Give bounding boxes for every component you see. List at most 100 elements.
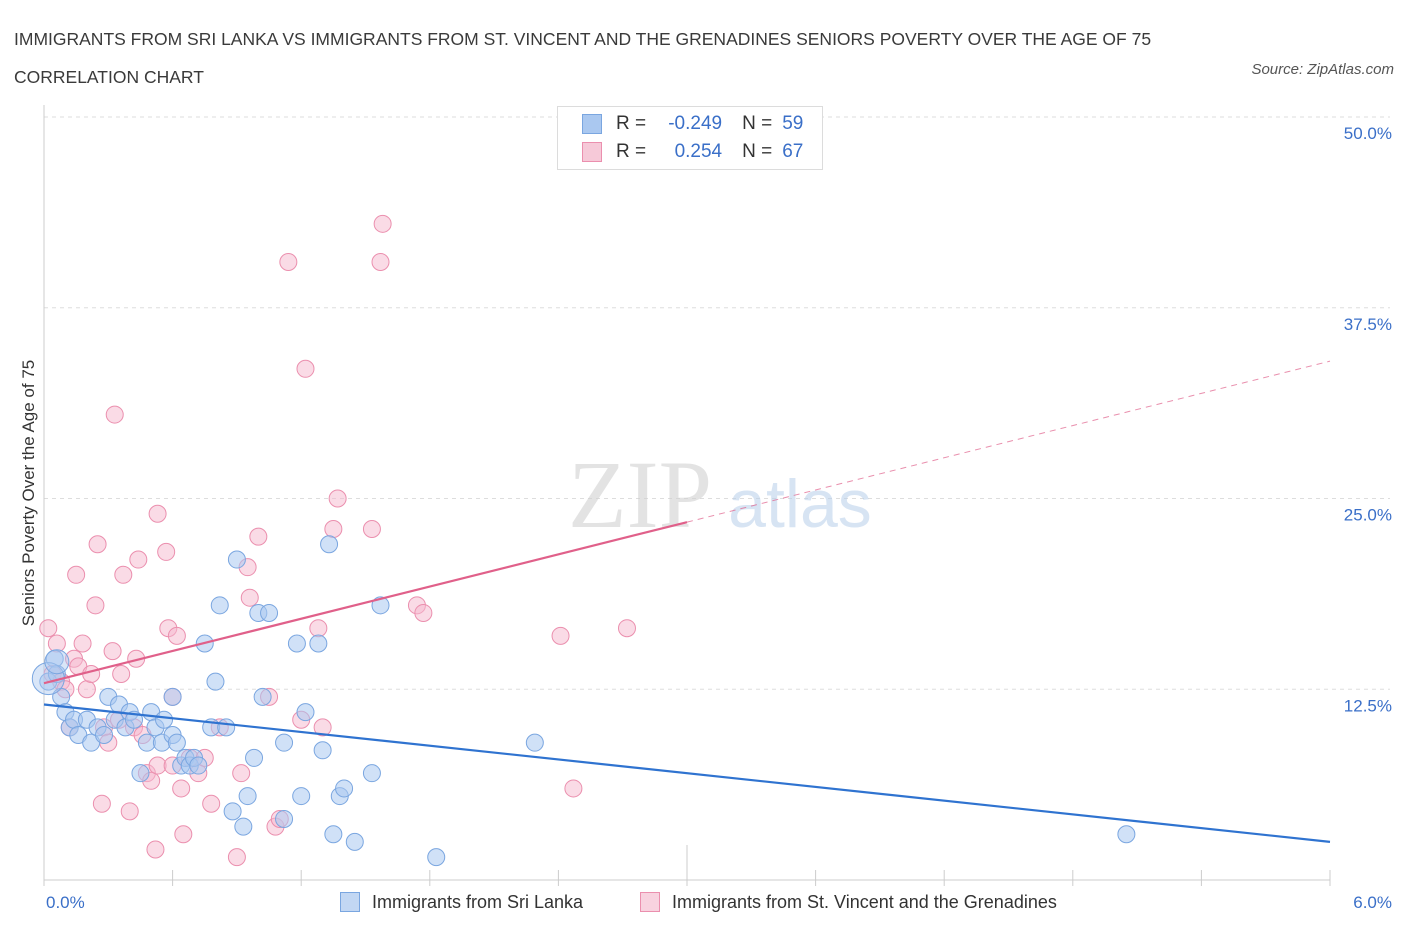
data-point-sri-lanka [245, 748, 264, 767]
data-point-st-vincent [279, 252, 298, 271]
data-point-sri-lanka [260, 603, 279, 622]
data-point-sri-lanka [227, 550, 246, 569]
data-point-st-vincent [564, 779, 583, 798]
trend-line-st-vincent [43, 521, 688, 685]
legend-row-st-vincent: R = 0.254 N = 67 [582, 139, 803, 165]
data-point-sri-lanka [155, 710, 174, 729]
bottom-legend-swatch-pink [640, 892, 660, 912]
data-point-st-vincent [77, 680, 96, 699]
watermark-atlas: atlas [728, 466, 872, 542]
data-point-st-vincent [112, 664, 131, 683]
data-point-sri-lanka [223, 802, 242, 821]
data-point-sri-lanka [217, 718, 236, 737]
legend-n-value: 67 [782, 141, 804, 162]
legend-r-value: -0.249 [668, 113, 723, 134]
data-point-st-vincent [373, 214, 392, 233]
data-point-sri-lanka [525, 733, 544, 752]
data-point-sri-lanka [309, 634, 328, 653]
data-point-st-vincent [551, 626, 570, 645]
data-point-st-vincent [92, 794, 111, 813]
trend-line-st-vincent-extension [686, 360, 1331, 523]
data-point-st-vincent [88, 535, 107, 554]
trend-line-sri-lanka [43, 703, 1331, 843]
data-point-st-vincent [249, 527, 268, 546]
y-tick-label: 37.5% [1344, 315, 1392, 334]
data-point-st-vincent [313, 718, 332, 737]
data-point-st-vincent [114, 565, 133, 584]
data-point-st-vincent [82, 664, 101, 683]
data-point-st-vincent [617, 619, 636, 638]
data-point-st-vincent [157, 542, 176, 561]
pink-series-points [39, 214, 636, 867]
data-point-st-vincent [232, 764, 251, 783]
data-point-sri-lanka [427, 848, 446, 867]
axes [43, 105, 1331, 886]
data-point-sri-lanka [206, 672, 225, 691]
data-point-sri-lanka [210, 596, 229, 615]
data-point-sri-lanka-cluster [44, 649, 70, 675]
data-point-sri-lanka [362, 764, 381, 783]
legend-swatch-blue [582, 114, 602, 134]
blue-series-points [31, 535, 1136, 867]
data-point-st-vincent [39, 619, 58, 638]
tick-labels: 12.5% 25.0% 37.5% 50.0% 0.0% 6.0% [46, 124, 1392, 912]
bottom-legend-label: Immigrants from St. Vincent and the Gren… [672, 891, 1057, 912]
data-point-sri-lanka [95, 726, 114, 745]
legend-row-sri-lanka: R = -0.249 N = 59 [582, 111, 803, 137]
data-point-st-vincent [103, 642, 122, 661]
data-point-st-vincent [328, 489, 347, 508]
data-point-sri-lanka [275, 733, 294, 752]
data-point-st-vincent [167, 626, 186, 645]
data-point-sri-lanka [345, 832, 364, 851]
data-point-st-vincent [120, 802, 139, 821]
data-point-sri-lanka [238, 787, 257, 806]
x-tick-label: 0.0% [46, 893, 85, 912]
data-point-sri-lanka [253, 687, 272, 706]
watermark: ZIP atlas [568, 441, 872, 548]
data-point-st-vincent [129, 550, 148, 569]
legend-n-label: N = [742, 141, 773, 162]
data-point-sri-lanka [313, 741, 332, 760]
chart-title: IMMIGRANTS FROM SRI LANKA VS IMMIGRANTS … [14, 29, 1152, 87]
y-axis-label: Seniors Poverty Over the Age of 75 [19, 360, 38, 626]
legend-r-label: R = [616, 141, 647, 162]
data-point-sri-lanka [131, 764, 150, 783]
data-point-st-vincent [105, 405, 124, 424]
data-point-st-vincent [146, 840, 165, 859]
data-point-sri-lanka [292, 787, 311, 806]
data-point-st-vincent [73, 634, 92, 653]
data-point-sri-lanka [320, 535, 339, 554]
legend-r-label: R = [616, 113, 647, 134]
bottom-legend-sri-lanka: Immigrants from Sri Lanka [340, 888, 583, 916]
data-point-st-vincent [202, 794, 221, 813]
data-point-st-vincent [67, 565, 86, 584]
x-tick-label: 6.0% [1353, 893, 1392, 912]
bottom-legend-st-vincent: Immigrants from St. Vincent and the Gren… [640, 888, 1057, 916]
data-point-st-vincent [362, 520, 381, 539]
data-point-sri-lanka [189, 756, 208, 775]
data-point-sri-lanka [287, 634, 306, 653]
correlation-legend: R = -0.249 N = 59 R = 0.254 N = 67 [557, 106, 823, 170]
y-tick-label: 12.5% [1344, 696, 1392, 715]
data-point-st-vincent [414, 603, 433, 622]
legend-r-value: 0.254 [674, 141, 723, 162]
data-point-st-vincent [371, 252, 390, 271]
watermark-zip: ZIP [568, 441, 712, 548]
trend-lines [43, 360, 1331, 843]
data-point-st-vincent [324, 520, 343, 539]
data-point-st-vincent [148, 756, 167, 775]
data-point-st-vincent [174, 825, 193, 844]
legend-n-value: 59 [782, 113, 804, 134]
source-label: Source: ZipAtlas.com [1251, 61, 1394, 78]
data-point-st-vincent [309, 619, 328, 638]
data-point-sri-lanka [163, 687, 182, 706]
data-point-sri-lanka [324, 825, 343, 844]
data-point-sri-lanka [234, 817, 253, 836]
data-point-st-vincent [172, 779, 191, 798]
data-point-sri-lanka [296, 703, 315, 722]
y-tick-label: 50.0% [1344, 124, 1392, 143]
data-point-sri-lanka [275, 809, 294, 828]
data-point-sri-lanka [137, 733, 156, 752]
bottom-legend-label: Immigrants from Sri Lanka [372, 891, 584, 912]
